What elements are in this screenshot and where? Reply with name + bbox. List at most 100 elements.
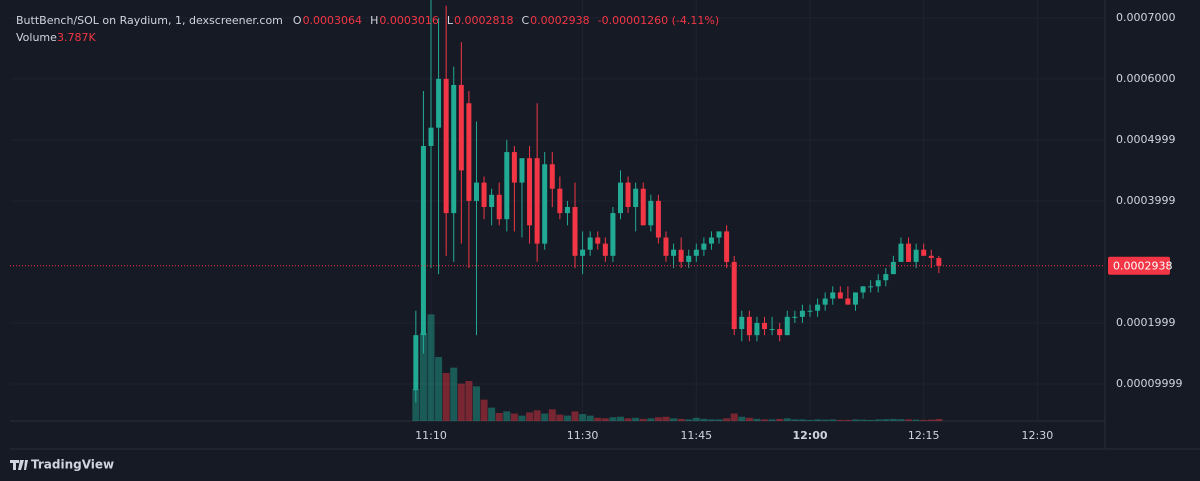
candle-body xyxy=(542,164,548,244)
candle-body xyxy=(913,249,919,262)
candle-body xyxy=(875,280,881,287)
candle-body xyxy=(625,182,631,207)
x-tick-label: 12:15 xyxy=(908,429,940,442)
candle-body xyxy=(595,237,601,244)
candle-body xyxy=(511,152,517,183)
volume-bar xyxy=(526,412,534,421)
volume-bar xyxy=(488,407,496,421)
y-tick-label: 0.0003999 xyxy=(1116,194,1176,207)
volume-bar xyxy=(647,418,655,421)
volume-bar xyxy=(806,419,814,421)
volume-bar xyxy=(427,314,435,421)
candle-body xyxy=(845,298,851,305)
candle-body xyxy=(413,335,419,391)
candle-body xyxy=(762,322,768,330)
volume-bar xyxy=(571,411,579,421)
volume-bar xyxy=(450,367,458,421)
volume-bar xyxy=(685,419,693,421)
last-price-box xyxy=(1108,256,1170,275)
volume-bar xyxy=(882,419,890,421)
candle-body xyxy=(648,200,654,226)
candle-body xyxy=(890,261,896,275)
candle-body xyxy=(557,188,563,214)
candle-body xyxy=(633,188,639,207)
volume-bar xyxy=(821,419,829,421)
volume-bar xyxy=(472,386,480,421)
candle-body xyxy=(807,310,813,312)
change-value: -0.00001260 (-4.11%) xyxy=(598,14,719,27)
volume-bar xyxy=(419,333,427,421)
volume-bar xyxy=(912,419,920,421)
volume-bar xyxy=(761,419,769,421)
volume-bar xyxy=(867,419,875,421)
candle-body xyxy=(746,316,752,336)
candle-body xyxy=(883,274,889,281)
volume-pane xyxy=(412,314,943,421)
volume-bar xyxy=(677,418,685,421)
volume-bar xyxy=(579,414,587,421)
candle-body xyxy=(822,298,828,305)
volume-bar xyxy=(859,419,867,421)
candle-body xyxy=(436,78,442,128)
volume-bar xyxy=(851,419,859,421)
candle-body xyxy=(936,258,942,266)
volume-bar xyxy=(541,413,549,421)
brand-name: TradingView xyxy=(31,458,114,472)
candle-body xyxy=(443,78,449,214)
ohlc-label: O xyxy=(293,14,302,27)
volume-bar xyxy=(548,409,556,421)
candle-body xyxy=(708,237,714,244)
volume-bar xyxy=(776,418,784,421)
volume-bar xyxy=(670,418,678,421)
volume-bar xyxy=(563,415,571,421)
volume-bar xyxy=(783,418,791,421)
volume-bar xyxy=(654,417,662,421)
volume-bar xyxy=(814,419,822,421)
volume-bar xyxy=(920,419,928,421)
volume-bar xyxy=(518,415,526,421)
candle-body xyxy=(496,194,502,220)
volume-bar xyxy=(897,419,905,421)
volume-bar xyxy=(624,418,632,421)
candle-body xyxy=(527,158,533,226)
candle-body xyxy=(852,292,858,305)
candle-body xyxy=(928,255,934,259)
candle-body xyxy=(868,286,874,288)
candle-body xyxy=(663,237,669,256)
volume-bar xyxy=(730,413,738,421)
volume-bar xyxy=(495,413,503,421)
candle-body xyxy=(504,152,510,220)
volume-bar xyxy=(556,414,564,421)
volume-bar xyxy=(836,419,844,421)
volume-bar xyxy=(927,419,935,421)
candle-body xyxy=(815,304,821,311)
volume-bar xyxy=(601,418,609,421)
candle-body xyxy=(671,249,677,256)
volume-bar xyxy=(874,419,882,421)
candle-body xyxy=(618,182,623,214)
ohlc-value: 0.0003064 xyxy=(303,14,363,27)
candle-body xyxy=(921,249,927,256)
volume-bar xyxy=(700,418,708,421)
candle-body xyxy=(860,286,866,293)
y-tick-label: 0.00009999 xyxy=(1116,377,1182,390)
volume-bar xyxy=(768,419,776,421)
volume-bar xyxy=(829,419,837,421)
volume-bar xyxy=(594,417,602,421)
volume-bar xyxy=(935,418,943,421)
volume-bar xyxy=(905,419,913,421)
volume-bar xyxy=(457,383,465,421)
volume-bar xyxy=(707,419,715,421)
volume-bar xyxy=(533,410,541,421)
candle-body xyxy=(693,249,699,256)
volume-bar xyxy=(715,419,723,421)
ohlc-label: C xyxy=(521,14,529,27)
candle-body xyxy=(428,127,434,146)
volume-bar xyxy=(632,417,640,421)
volume-bar xyxy=(723,418,731,421)
candle-body xyxy=(716,231,722,238)
candle-body xyxy=(564,206,570,214)
candle-body xyxy=(473,182,479,201)
candle-body xyxy=(466,103,472,201)
x-tick-label: 11:45 xyxy=(680,429,712,442)
